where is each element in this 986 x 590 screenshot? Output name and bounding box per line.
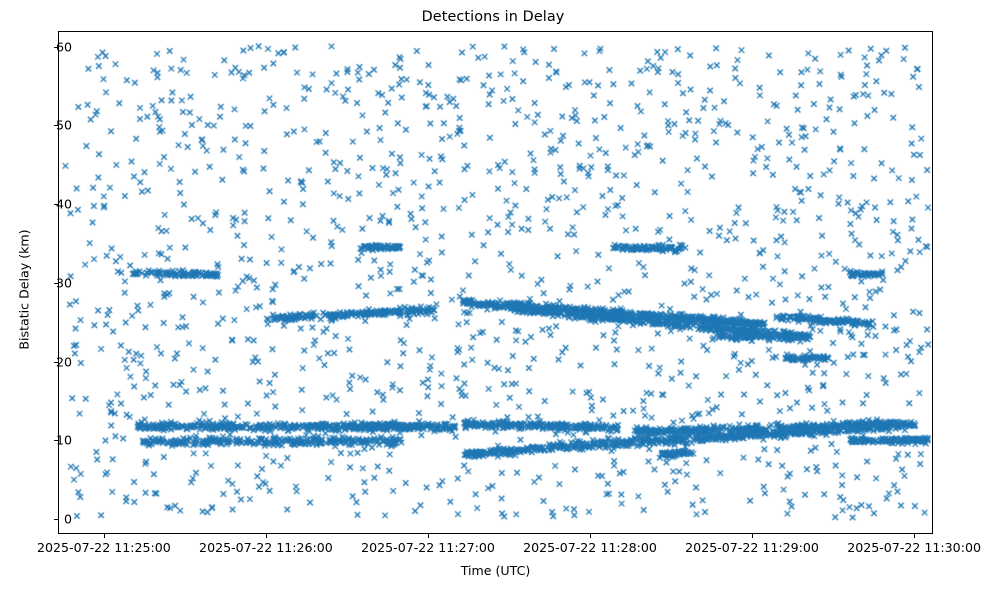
x-axis-label: Time (UTC) bbox=[460, 563, 531, 578]
scatter-canvas bbox=[59, 32, 932, 533]
y-tick-label: 50 bbox=[55, 117, 72, 133]
x-tickmark bbox=[265, 534, 267, 538]
x-tickmark bbox=[914, 534, 916, 538]
y-tick-label: 60 bbox=[55, 39, 72, 55]
y-tickmark bbox=[54, 282, 58, 284]
y-tick-label: 10 bbox=[55, 432, 72, 448]
plot-area bbox=[58, 31, 933, 534]
y-tickmark bbox=[54, 440, 58, 442]
x-tickmark bbox=[427, 534, 429, 538]
y-tick-label: 30 bbox=[55, 275, 72, 291]
y-tickmark bbox=[54, 519, 58, 521]
x-tickmark bbox=[752, 534, 754, 538]
y-tickmark bbox=[54, 361, 58, 363]
y-tick-label: 20 bbox=[55, 354, 72, 370]
x-tick-label: 2025-07-22 11:29:00 bbox=[685, 540, 819, 555]
y-tickmark bbox=[54, 125, 58, 127]
y-tickmark bbox=[54, 46, 58, 48]
x-tick-label: 2025-07-22 11:30:00 bbox=[847, 540, 981, 555]
page-title: Detections in Delay bbox=[421, 9, 565, 25]
x-tick-label: 2025-07-22 11:25:00 bbox=[37, 540, 171, 555]
x-tickmark bbox=[103, 534, 105, 538]
x-tick-label: 2025-07-22 11:28:00 bbox=[523, 540, 657, 555]
y-tick-label: 0 bbox=[63, 511, 72, 527]
x-tick-label: 2025-07-22 11:26:00 bbox=[199, 540, 333, 555]
y-axis-label: Bistatic Delay (km) bbox=[16, 229, 32, 350]
y-tick-label: 40 bbox=[55, 196, 72, 212]
y-tickmark bbox=[54, 204, 58, 206]
x-tick-label: 2025-07-22 11:27:00 bbox=[361, 540, 495, 555]
x-tickmark bbox=[590, 534, 592, 538]
